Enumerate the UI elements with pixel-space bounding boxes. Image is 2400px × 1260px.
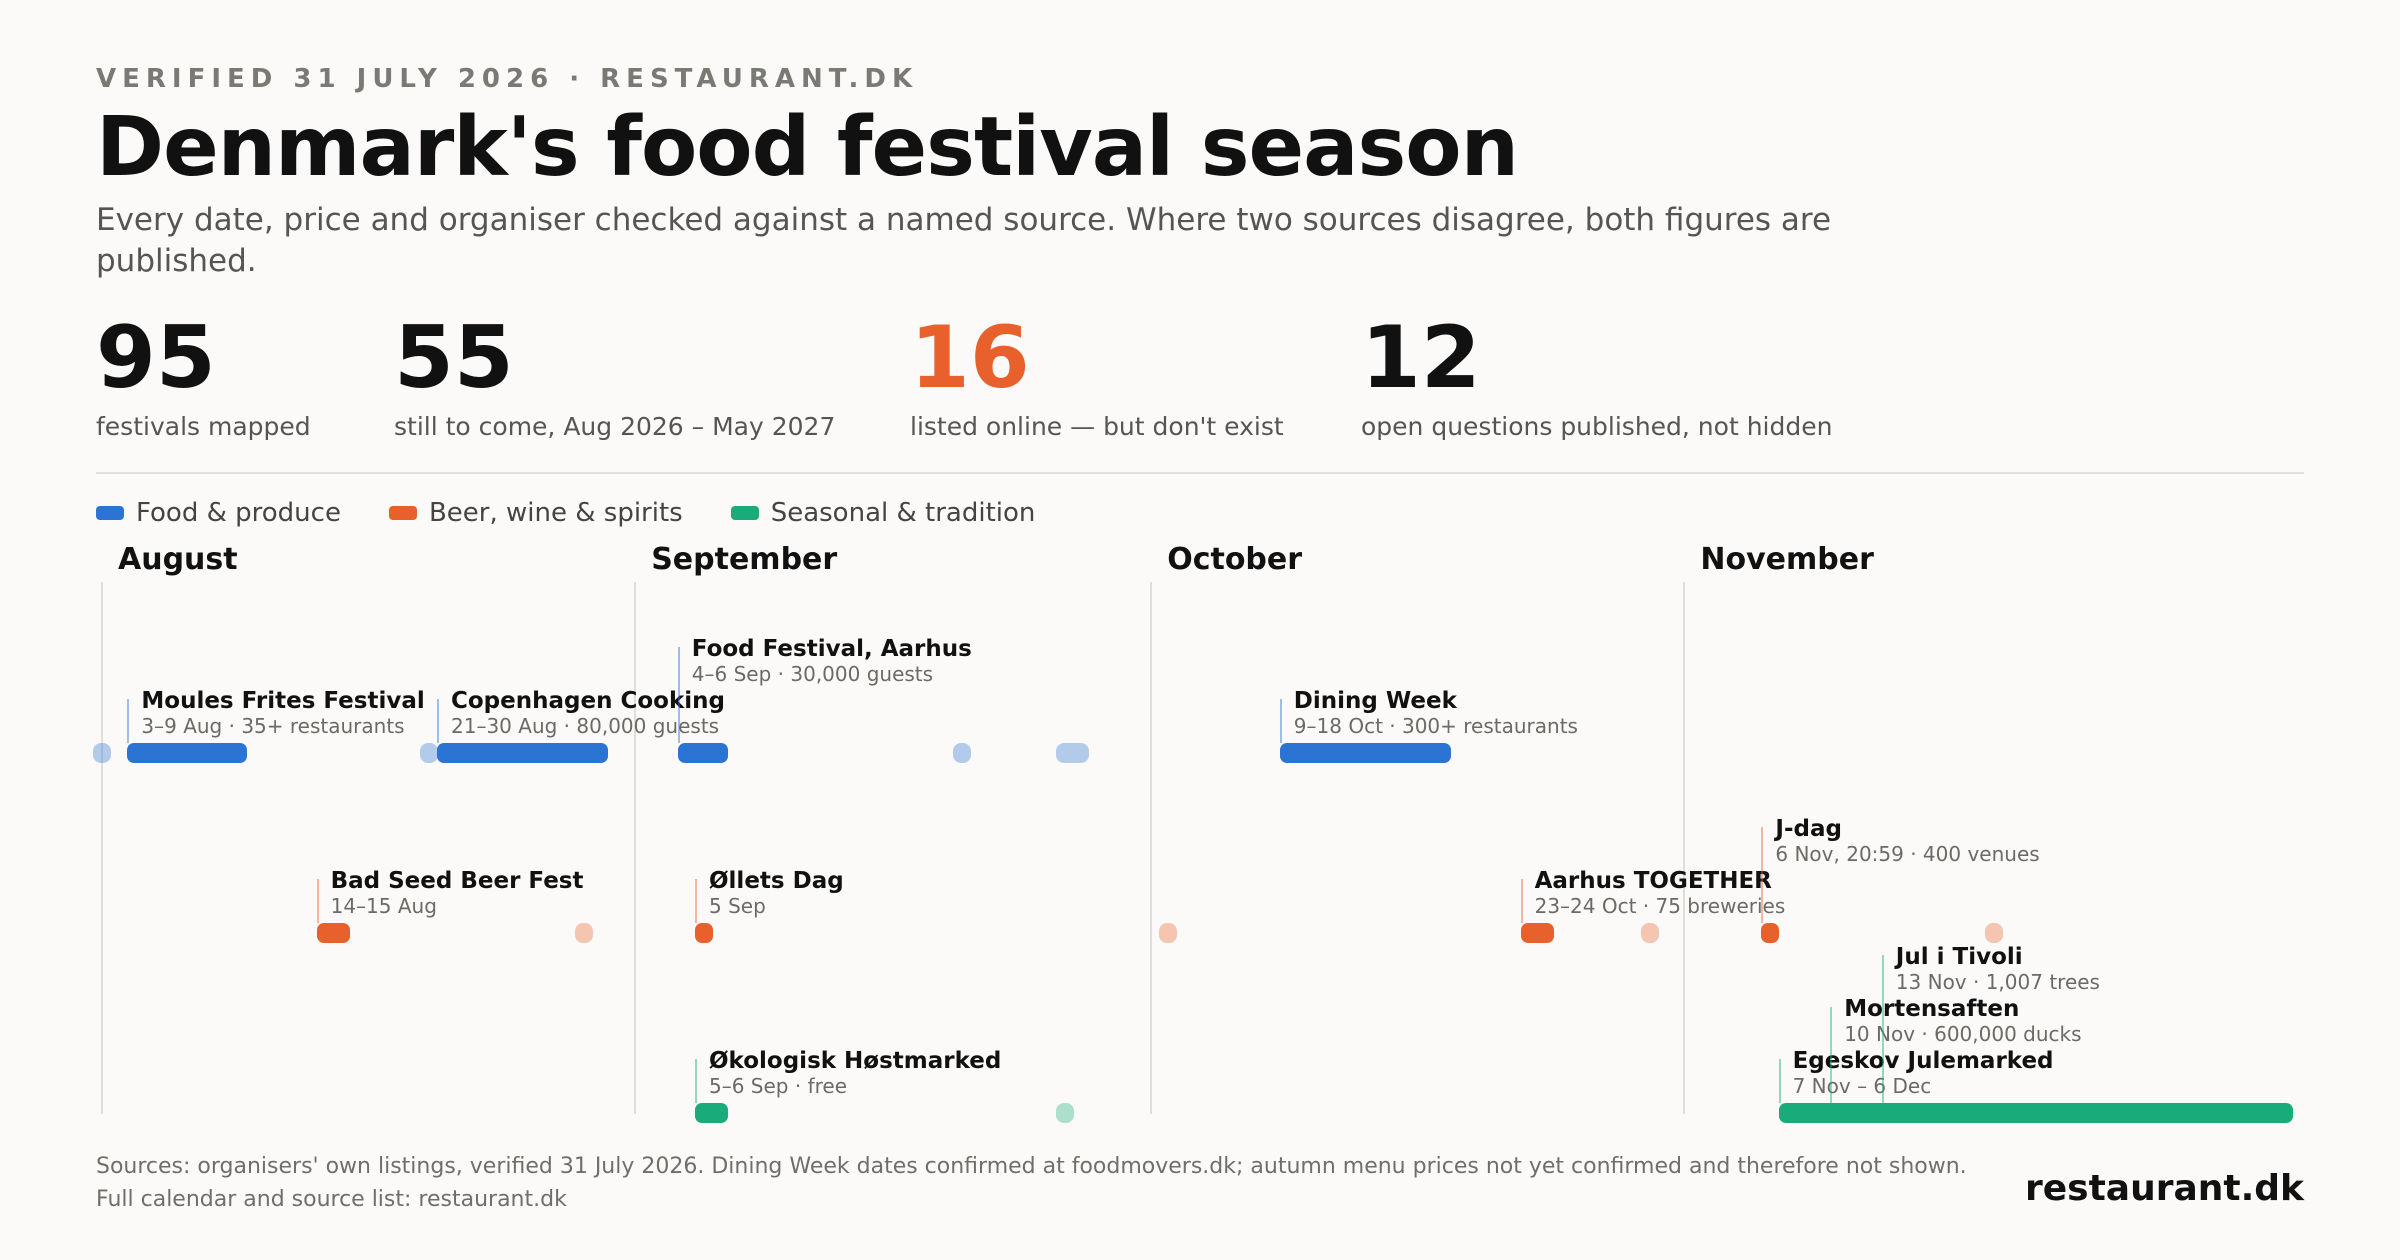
event-leader-line	[677, 647, 680, 743]
event-detail: 3–9 Aug · 35+ restaurants	[141, 714, 405, 738]
brand-logo: restaurant.dk	[2025, 1168, 2304, 1209]
month-gridline	[101, 582, 103, 1114]
event-bar	[695, 923, 713, 943]
event-detail: 14–15 Aug	[330, 894, 437, 918]
event-detail: 10 Nov · 600,000 ducks	[1844, 1022, 2082, 1046]
minor-event-marker	[953, 743, 971, 763]
event-bar	[1761, 923, 1780, 943]
event-leader-line	[695, 1059, 697, 1103]
stat-label: festivals mapped	[96, 412, 311, 441]
event-name: Moules Frites Festival	[141, 688, 425, 714]
event-leader-line	[1778, 1059, 1781, 1103]
legend-swatch	[388, 506, 417, 520]
event-bar	[316, 923, 350, 943]
event-leader-line	[695, 879, 697, 923]
legend-item-drinks: Beer, wine & spirits	[388, 498, 683, 528]
legend-item-food: Food & produce	[96, 498, 341, 528]
page-subtitle: Every date, price and organiser checked …	[96, 202, 1832, 279]
event-name: Aarhus TOGETHER	[1534, 868, 1772, 894]
stat-value: 16	[910, 308, 1030, 408]
event-name: Økologisk Høstmarked	[709, 1048, 1002, 1074]
kicker: VERIFIED 31 JULY 2026 · RESTAURANT.DK	[96, 64, 919, 94]
event-leader-line	[1761, 827, 1764, 923]
legend-label: Seasonal & tradition	[770, 498, 1036, 528]
minor-event-marker	[1056, 1103, 1075, 1123]
stat-value: 55	[394, 308, 514, 408]
event-name: J-dag	[1775, 816, 1842, 842]
event-detail: 6 Nov, 20:59 · 400 venues	[1775, 842, 2040, 866]
stat-label: listed online — but don't exist	[910, 412, 1284, 441]
stat-label: still to come, Aug 2026 – May 2027	[394, 412, 836, 441]
stat-label: open questions published, not hidden	[1361, 412, 1833, 441]
month-label: November	[1700, 542, 1874, 577]
minor-event-marker	[419, 743, 438, 763]
event-leader-line	[316, 879, 319, 923]
legend-swatch	[730, 506, 759, 520]
divider	[96, 472, 2304, 474]
stat-still-to-come: 55 still to come, Aug 2026 – May 2027	[394, 310, 835, 441]
event-leader-line	[127, 699, 130, 743]
sources-note: Sources: organisers' own listings, verif…	[96, 1154, 1967, 1212]
month-label: September	[651, 542, 838, 577]
event-bar	[695, 1103, 729, 1123]
minor-event-marker	[1159, 923, 1178, 943]
month-gridline	[1150, 582, 1153, 1114]
event-bar	[1778, 1103, 2294, 1123]
legend-label: Beer, wine & spirits	[428, 498, 683, 528]
event-leader-line	[437, 699, 439, 743]
event-detail: 5 Sep	[709, 894, 766, 918]
event-bar	[127, 743, 247, 763]
minor-event-marker	[574, 923, 593, 943]
event-detail: 7 Nov – 6 Dec	[1792, 1074, 1932, 1098]
legend-label: Food & produce	[136, 498, 341, 528]
event-detail: 4–6 Sep · 30,000 guests	[691, 662, 934, 686]
stat-listed-not-existing: 16 listed online — but don't exist	[910, 310, 1284, 441]
event-name: Mortensaften	[1844, 996, 2020, 1022]
legend-item-seasonal: Seasonal & tradition	[730, 498, 1036, 528]
page-title: Denmark's food festival season	[96, 100, 1519, 195]
event-name: Bad Seed Beer Fest	[330, 868, 584, 894]
event-bar	[677, 743, 729, 763]
event-bar	[437, 743, 608, 763]
event-name: Egeskov Julemarked	[1792, 1048, 2054, 1074]
legend-swatch	[96, 506, 124, 520]
stat-open-questions: 12 open questions published, not hidden	[1361, 310, 1832, 441]
event-detail: 13 Nov · 1,007 trees	[1895, 970, 2100, 994]
event-leader-line	[1881, 955, 1884, 1103]
month-label: October	[1167, 542, 1303, 577]
event-leader-line	[1830, 1007, 1833, 1103]
event-name: Food Festival, Aarhus	[691, 636, 972, 662]
event-name: Copenhagen Cooking	[451, 688, 725, 714]
legend: Food & produce Beer, wine & spirits Seas…	[96, 498, 1035, 528]
event-detail: 5–6 Sep · free	[709, 1074, 848, 1098]
event-bar	[1520, 923, 1554, 943]
stat-value: 12	[1361, 308, 1481, 408]
minor-event-marker	[93, 743, 111, 763]
stat-festivals-mapped: 95 festivals mapped	[96, 310, 311, 441]
month-label: August	[118, 542, 238, 577]
event-name: Dining Week	[1293, 688, 1457, 714]
month-gridline	[634, 582, 637, 1114]
event-leader-line	[1279, 699, 1282, 743]
minor-event-marker	[1985, 923, 2003, 943]
event-name: Jul i Tivoli	[1895, 944, 2023, 970]
event-leader-line	[1520, 879, 1523, 923]
month-gridline	[1683, 582, 1686, 1114]
event-detail: 9–18 Oct · 300+ restaurants	[1293, 714, 1578, 738]
stat-value: 95	[96, 308, 216, 408]
event-bar	[1279, 743, 1451, 763]
event-detail: 23–24 Oct · 75 breweries	[1534, 894, 1786, 918]
event-name: Øllets Dag	[709, 868, 844, 894]
event-detail: 21–30 Aug · 80,000 guests	[451, 714, 720, 738]
minor-event-marker	[1641, 923, 1659, 943]
minor-event-marker	[1056, 743, 1090, 763]
